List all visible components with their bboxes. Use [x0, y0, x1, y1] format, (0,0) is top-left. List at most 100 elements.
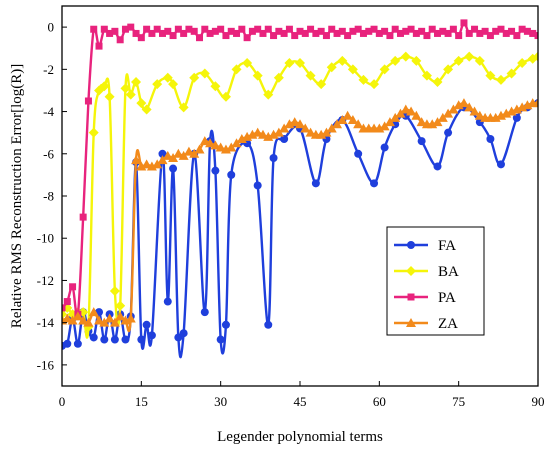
data-point-ba [347, 64, 358, 75]
data-point-pa [359, 29, 367, 37]
data-point-ba [474, 55, 485, 66]
data-point-za [109, 317, 120, 327]
series-ba [62, 51, 538, 339]
data-point-pa [222, 32, 230, 40]
data-point-za [353, 119, 364, 129]
data-point-za [400, 104, 411, 114]
data-point-ba [109, 286, 120, 296]
legend-box [386, 226, 485, 336]
legend: FA BA PA ZA [386, 226, 485, 336]
data-point-za [173, 148, 184, 158]
data-point-ba [210, 81, 221, 92]
data-point-fa [264, 320, 273, 329]
data-point-ba [400, 51, 411, 62]
data-point-za [289, 117, 300, 127]
data-point-pa [365, 27, 373, 35]
data-point-ba [131, 77, 142, 87]
data-point-pa [423, 32, 431, 40]
data-point-pa [375, 29, 383, 37]
data-point-pa [132, 29, 140, 37]
data-point-pa [444, 29, 452, 37]
data-point-pa [180, 29, 188, 37]
data-point-pa [322, 32, 330, 40]
data-point-pa [513, 32, 521, 40]
data-point-za [162, 150, 173, 160]
data-point-pa [307, 25, 315, 33]
data-point-fa [100, 335, 109, 344]
data-point-pa [460, 19, 468, 27]
data-point-pa [238, 25, 246, 33]
data-point-fa [158, 149, 167, 158]
data-point-za [131, 155, 142, 165]
x-tick-label: 45 [294, 394, 307, 409]
legend-label-pa: PA [438, 290, 456, 306]
data-point-ba [115, 300, 126, 311]
y-tick-label: -14 [37, 315, 55, 330]
data-point-fa [137, 335, 146, 344]
data-point-pa [391, 25, 399, 33]
data-point-ba [104, 91, 115, 102]
y-tick-label: -10 [37, 231, 54, 246]
y-axis-ticks: 0 -2 -4 -6 -8 -10 -12 -14 -16 [37, 20, 67, 372]
y-tick-label: -2 [43, 62, 54, 77]
data-point-fa [380, 143, 389, 152]
data-point-pa [153, 25, 161, 33]
data-point-ba [189, 72, 200, 83]
data-point-za [390, 112, 401, 122]
data-point-ba [390, 55, 401, 66]
data-point-pa [164, 27, 172, 35]
data-point-ba [379, 64, 390, 75]
x-tick-label: 90 [532, 394, 545, 409]
data-point-za [384, 117, 395, 127]
data-point-pa [471, 25, 479, 33]
data-point-za [279, 123, 290, 133]
data-point-za [115, 311, 126, 321]
data-point-za [533, 98, 538, 108]
data-point-pa [301, 29, 309, 37]
data-point-za [474, 110, 485, 120]
data-point-fa [444, 128, 453, 137]
series-pa [62, 19, 538, 318]
data-point-ba [62, 309, 67, 320]
data-point-pa [518, 25, 526, 33]
data-point-pa [106, 29, 114, 37]
data-point-pa [465, 29, 473, 37]
data-point-ba [162, 72, 173, 83]
data-point-ba [141, 104, 152, 115]
legend-marker-ba [406, 266, 416, 276]
data-point-pa [248, 27, 256, 35]
data-point-fa [211, 166, 220, 175]
data-point-pa [158, 29, 166, 37]
data-point-fa [121, 335, 130, 344]
data-point-za [406, 106, 417, 116]
data-point-za [432, 117, 443, 127]
data-point-fa [63, 339, 72, 348]
data-point-pa [534, 32, 538, 40]
legend-label-ba: BA [438, 264, 459, 280]
data-point-za [411, 110, 422, 120]
data-point-za [215, 142, 226, 152]
legend-label-za: ZA [438, 316, 458, 332]
data-point-za [210, 140, 221, 150]
data-point-za [300, 123, 311, 133]
data-point-pa [143, 25, 151, 33]
data-point-fa [391, 120, 400, 129]
data-point-za [183, 146, 194, 156]
data-point-pa [529, 29, 537, 37]
data-point-za [458, 98, 469, 108]
data-point-ba [305, 70, 316, 81]
data-point-pa [481, 27, 489, 35]
data-point-za [99, 317, 110, 327]
x-tick-label: 60 [373, 394, 386, 409]
data-point-ba [152, 79, 163, 90]
x-tick-label: 15 [135, 394, 148, 409]
data-point-ba [464, 51, 475, 62]
data-point-ba [125, 89, 136, 100]
x-axis-label: Legender polynomial terms [217, 429, 383, 445]
data-point-pa [396, 29, 404, 37]
data-point-pa [270, 32, 278, 40]
data-point-za [141, 159, 152, 169]
data-point-ba [485, 70, 496, 81]
data-point-pa [317, 27, 325, 35]
